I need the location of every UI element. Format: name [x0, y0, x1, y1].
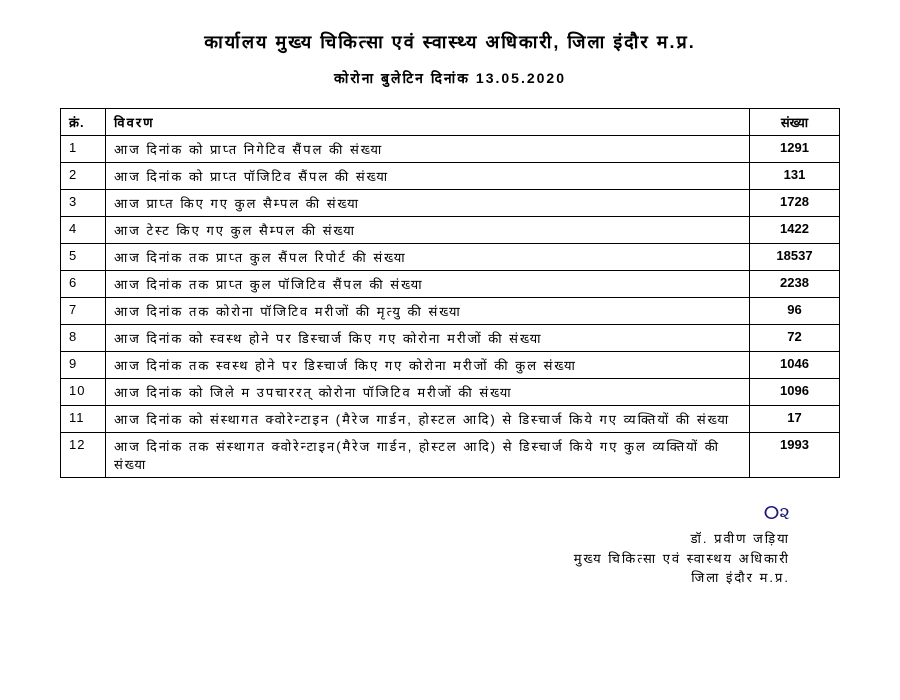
cell-serial: 9: [61, 352, 106, 379]
cell-count: 1728: [750, 190, 840, 217]
bulletin-table: क्रं. विवरण संख्या 1 आज दिनांक को प्राप्…: [60, 108, 840, 478]
signature-location: जिला इंदौर म.प्र.: [60, 568, 790, 588]
page-title: कार्यालय मुख्य चिकित्सा एवं स्वास्थ्य अध…: [60, 30, 840, 54]
cell-desc: आज दिनांक को प्राप्त निगेटिव सैंपल की सं…: [106, 136, 750, 163]
cell-serial: 12: [61, 433, 106, 478]
cell-count: 18537: [750, 244, 840, 271]
table-body: 1 आज दिनांक को प्राप्त निगेटिव सैंपल की …: [61, 136, 840, 478]
table-row: 6 आज दिनांक तक प्राप्त कुल पॉजिटिव सैंपल…: [61, 271, 840, 298]
table-row: 9 आज दिनांक तक स्वस्थ होने पर डिस्चार्ज …: [61, 352, 840, 379]
cell-count: 1046: [750, 352, 840, 379]
cell-count: 96: [750, 298, 840, 325]
cell-count: 1291: [750, 136, 840, 163]
header-count: संख्या: [750, 109, 840, 136]
cell-count: 17: [750, 406, 840, 433]
cell-count: 2238: [750, 271, 840, 298]
cell-count: 72: [750, 325, 840, 352]
cell-serial: 7: [61, 298, 106, 325]
cell-count: 1096: [750, 379, 840, 406]
table-row: 11 आज दिनांक को संस्थागत क्वोरेन्टाइन (म…: [61, 406, 840, 433]
cell-desc: आज दिनांक तक प्राप्त कुल पॉजिटिव सैंपल क…: [106, 271, 750, 298]
cell-serial: 5: [61, 244, 106, 271]
cell-desc: आज दिनांक को प्राप्त पॉजिटिव सैंपल की सं…: [106, 163, 750, 190]
cell-desc: आज दिनांक तक स्वस्थ होने पर डिस्चार्ज कि…: [106, 352, 750, 379]
table-row: 4 आज टेस्ट किए गए कुल सैम्पल की संख्या 1…: [61, 217, 840, 244]
cell-serial: 10: [61, 379, 106, 406]
signature-section: ⵔ૨ डॉ. प्रवीण जड़िया मुख्य चिकित्सा एवं …: [60, 503, 840, 588]
cell-serial: 3: [61, 190, 106, 217]
signature-designation: मुख्य चिकित्सा एवं स्वास्थय अधिकारी: [60, 549, 790, 569]
cell-serial: 8: [61, 325, 106, 352]
header-description: विवरण: [106, 109, 750, 136]
cell-count: 1422: [750, 217, 840, 244]
table-row: 10 आज दिनांक को जिले म उपचाररत् कोरोना प…: [61, 379, 840, 406]
cell-serial: 6: [61, 271, 106, 298]
cell-desc: आज दिनांक तक प्राप्त कुल सैंपल रिपोर्ट क…: [106, 244, 750, 271]
table-row: 8 आज दिनांक को स्वस्थ होने पर डिस्चार्ज …: [61, 325, 840, 352]
table-row: 7 आज दिनांक तक कोरोना पॉजिटिव मरीजों की …: [61, 298, 840, 325]
cell-desc: आज प्राप्त किए गए कुल सैम्पल की संख्या: [106, 190, 750, 217]
signature-mark: ⵔ૨: [60, 503, 790, 524]
cell-desc: आज दिनांक को जिले म उपचाररत् कोरोना पॉजि…: [106, 379, 750, 406]
cell-serial: 11: [61, 406, 106, 433]
cell-desc: आज दिनांक तक संस्थागत क्वोरेन्टाइन(मैरेज…: [106, 433, 750, 478]
cell-count: 1993: [750, 433, 840, 478]
table-row: 3 आज प्राप्त किए गए कुल सैम्पल की संख्या…: [61, 190, 840, 217]
header-serial: क्रं.: [61, 109, 106, 136]
cell-desc: आज दिनांक को संस्थागत क्वोरेन्टाइन (मैरे…: [106, 406, 750, 433]
signature-name: डॉ. प्रवीण जड़िया: [60, 529, 790, 549]
cell-serial: 1: [61, 136, 106, 163]
table-row: 1 आज दिनांक को प्राप्त निगेटिव सैंपल की …: [61, 136, 840, 163]
cell-count: 131: [750, 163, 840, 190]
cell-desc: आज दिनांक तक कोरोना पॉजिटिव मरीजों की मृ…: [106, 298, 750, 325]
cell-desc: आज टेस्ट किए गए कुल सैम्पल की संख्या: [106, 217, 750, 244]
cell-serial: 2: [61, 163, 106, 190]
cell-desc: आज दिनांक को स्वस्थ होने पर डिस्चार्ज कि…: [106, 325, 750, 352]
cell-serial: 4: [61, 217, 106, 244]
table-header-row: क्रं. विवरण संख्या: [61, 109, 840, 136]
table-row: 5 आज दिनांक तक प्राप्त कुल सैंपल रिपोर्ट…: [61, 244, 840, 271]
table-row: 2 आज दिनांक को प्राप्त पॉजिटिव सैंपल की …: [61, 163, 840, 190]
page-subtitle: कोरोना बुलेटिन दिनांक 13.05.2020: [60, 69, 840, 88]
table-row: 12 आज दिनांक तक संस्थागत क्वोरेन्टाइन(मै…: [61, 433, 840, 478]
